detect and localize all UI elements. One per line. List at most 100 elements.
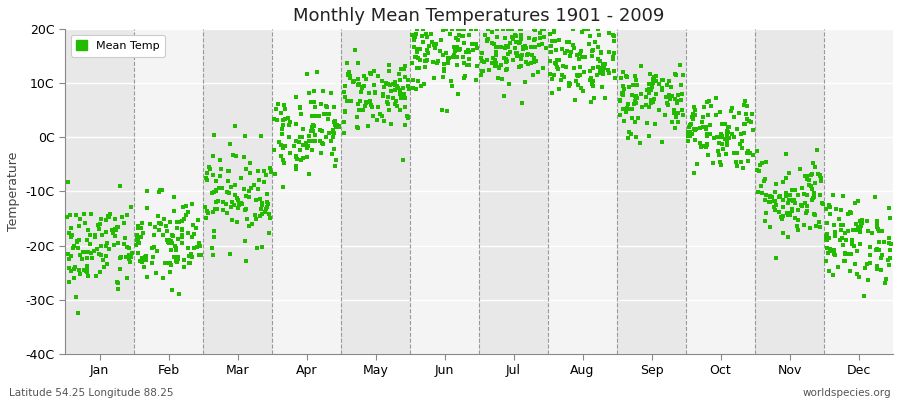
Point (302, 138, 317, 144)
Point (290, 155, 304, 162)
Point (556, 74, 571, 80)
Point (201, 210, 215, 216)
Point (234, 200, 248, 207)
Point (506, 57, 520, 63)
Point (363, 70, 377, 76)
Point (513, 39, 527, 46)
Point (356, 83, 371, 90)
Point (692, 124, 706, 131)
Point (156, 275, 170, 281)
Point (870, 263, 885, 270)
Point (300, 144, 314, 151)
Point (420, 34, 435, 41)
Point (770, 255, 784, 261)
Point (853, 218, 868, 224)
Point (834, 227, 849, 233)
Point (554, 77, 568, 83)
Point (328, 163, 342, 170)
Point (138, 254, 152, 260)
Point (130, 225, 145, 232)
Point (487, 41, 501, 48)
Point (543, 31, 557, 37)
Point (145, 260, 159, 266)
Point (308, 138, 322, 144)
Point (594, 84, 608, 90)
Point (647, 121, 662, 128)
Point (123, 204, 138, 210)
Point (352, 107, 366, 114)
Point (720, 127, 734, 134)
Point (493, 62, 508, 68)
Point (305, 147, 320, 154)
Point (512, 40, 526, 46)
Point (716, 146, 731, 152)
Point (140, 188, 154, 194)
Point (338, 83, 352, 90)
Point (229, 152, 243, 159)
Point (590, 56, 605, 62)
Point (769, 202, 783, 208)
Point (480, 57, 494, 64)
Point (204, 190, 219, 197)
Point (574, 54, 589, 60)
Point (231, 205, 246, 211)
Point (644, 97, 658, 104)
Point (858, 265, 872, 271)
Point (166, 233, 180, 239)
Point (743, 150, 758, 156)
Point (130, 249, 145, 256)
Point (489, 57, 503, 63)
Point (839, 237, 853, 243)
Point (579, 26, 593, 32)
Point (161, 237, 176, 243)
Point (658, 111, 672, 118)
Point (476, 68, 491, 74)
Point (324, 150, 338, 157)
Point (738, 120, 752, 127)
Point (601, 66, 616, 73)
Point (270, 117, 284, 124)
Point (514, 32, 528, 38)
Point (746, 151, 760, 158)
Point (622, 106, 636, 112)
Point (243, 159, 257, 166)
Point (842, 211, 856, 218)
Point (172, 291, 186, 298)
Point (468, 76, 482, 83)
Point (61, 264, 76, 271)
Point (446, 83, 460, 89)
Point (292, 105, 307, 111)
Point (370, 116, 384, 123)
Point (832, 264, 846, 270)
Point (462, 62, 476, 69)
Point (351, 76, 365, 82)
Point (238, 165, 253, 172)
Point (572, 64, 587, 70)
Point (808, 222, 823, 229)
Point (254, 133, 268, 140)
Point (642, 80, 656, 87)
Point (422, 43, 436, 49)
Point (828, 229, 842, 236)
Point (184, 234, 199, 240)
Point (248, 212, 263, 219)
Point (622, 84, 636, 90)
Point (241, 194, 256, 200)
Point (462, 49, 476, 55)
Point (131, 240, 146, 246)
Point (675, 91, 689, 98)
Point (259, 206, 274, 213)
Point (146, 253, 160, 260)
Point (616, 69, 630, 76)
Point (722, 124, 736, 130)
Point (842, 251, 856, 257)
Point (874, 254, 888, 261)
Point (122, 256, 137, 262)
Point (220, 189, 235, 195)
Point (448, 47, 463, 54)
Point (884, 241, 898, 248)
Point (712, 152, 726, 158)
Point (222, 251, 237, 257)
Point (165, 287, 179, 294)
Point (521, 61, 535, 68)
